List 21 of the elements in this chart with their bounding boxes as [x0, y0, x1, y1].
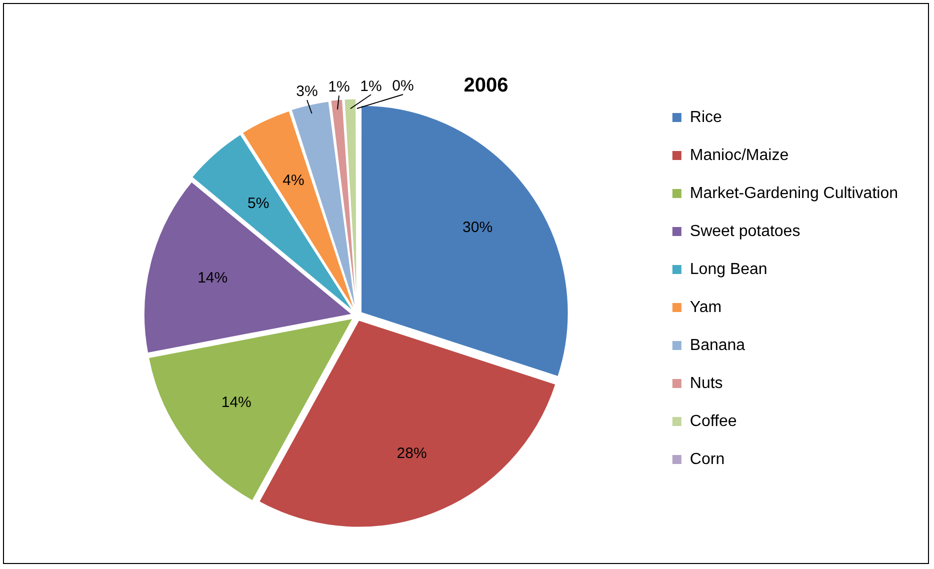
- legend-label: Nuts: [690, 374, 723, 392]
- legend-label: Coffee: [690, 412, 737, 430]
- text: 0%: [392, 78, 414, 95]
- legend-label: Banana: [690, 336, 746, 354]
- data-label: 4%: [282, 172, 304, 189]
- data-label: 30%: [462, 219, 493, 236]
- data-label: 28%: [396, 445, 427, 462]
- legend-label: Corn: [690, 450, 725, 468]
- legend-label: Sweet potatoes: [690, 222, 800, 240]
- legend-label: Rice: [690, 108, 722, 126]
- data-label: 1%: [360, 78, 382, 95]
- data-label: 3%: [296, 83, 318, 100]
- legend-label: Manioc/Maize: [690, 146, 789, 164]
- legend-label: Yam: [690, 298, 722, 316]
- data-label: 14%: [198, 270, 228, 287]
- chart-title: 2006: [464, 74, 508, 97]
- data-label: 1%: [328, 78, 350, 96]
- data-label: 5%: [248, 194, 270, 212]
- legend-label: Market-Gardening Cultivation: [690, 184, 898, 202]
- legend-label: Long Bean: [690, 260, 768, 278]
- data-label: 14%: [221, 394, 252, 412]
